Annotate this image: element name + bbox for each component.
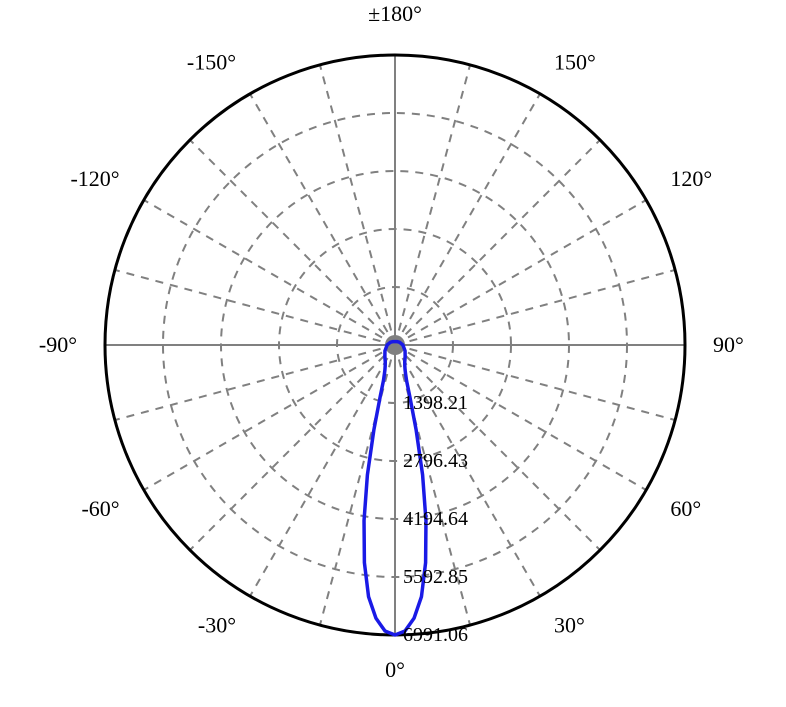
angle-label: 30° (554, 612, 585, 637)
polar-spoke (115, 345, 395, 420)
polar-chart: 1398.21 2796.43 4194.64 5592.85 6991.06 ±180°… (0, 0, 786, 707)
polar-svg: 1398.21 2796.43 4194.64 5592.85 6991.06 ±180°… (0, 0, 786, 707)
polar-spoke (250, 94, 395, 345)
ring-label: 1398.21 (403, 392, 468, 414)
angle-label: 60° (670, 496, 701, 521)
angle-label: -120° (70, 166, 119, 191)
polar-spoke (144, 200, 395, 345)
polar-spoke (395, 200, 646, 345)
angle-label: 0° (385, 657, 405, 682)
angle-label: -60° (81, 496, 119, 521)
polar-spoke (395, 94, 540, 345)
angle-label: 120° (670, 166, 712, 191)
angle-label: ±180° (368, 1, 422, 26)
angle-label: -90° (39, 332, 77, 357)
polar-spoke (250, 345, 395, 596)
ring-label: 5592.85 (403, 566, 468, 588)
polar-spoke (144, 345, 395, 490)
polar-spoke (320, 65, 395, 345)
angle-label: -30° (198, 612, 236, 637)
polar-spoke (115, 270, 395, 345)
polar-spoke (190, 140, 395, 345)
ring-label: 4194.64 (403, 508, 468, 530)
polar-spoke (395, 65, 470, 345)
polar-spoke (395, 140, 600, 345)
ring-label: 2796.43 (403, 450, 468, 472)
angle-label: 90° (713, 332, 744, 357)
angle-label: 150° (554, 50, 596, 75)
polar-spoke (395, 270, 675, 345)
angle-label: -150° (187, 50, 236, 75)
ring-label: 6991.06 (403, 624, 468, 646)
